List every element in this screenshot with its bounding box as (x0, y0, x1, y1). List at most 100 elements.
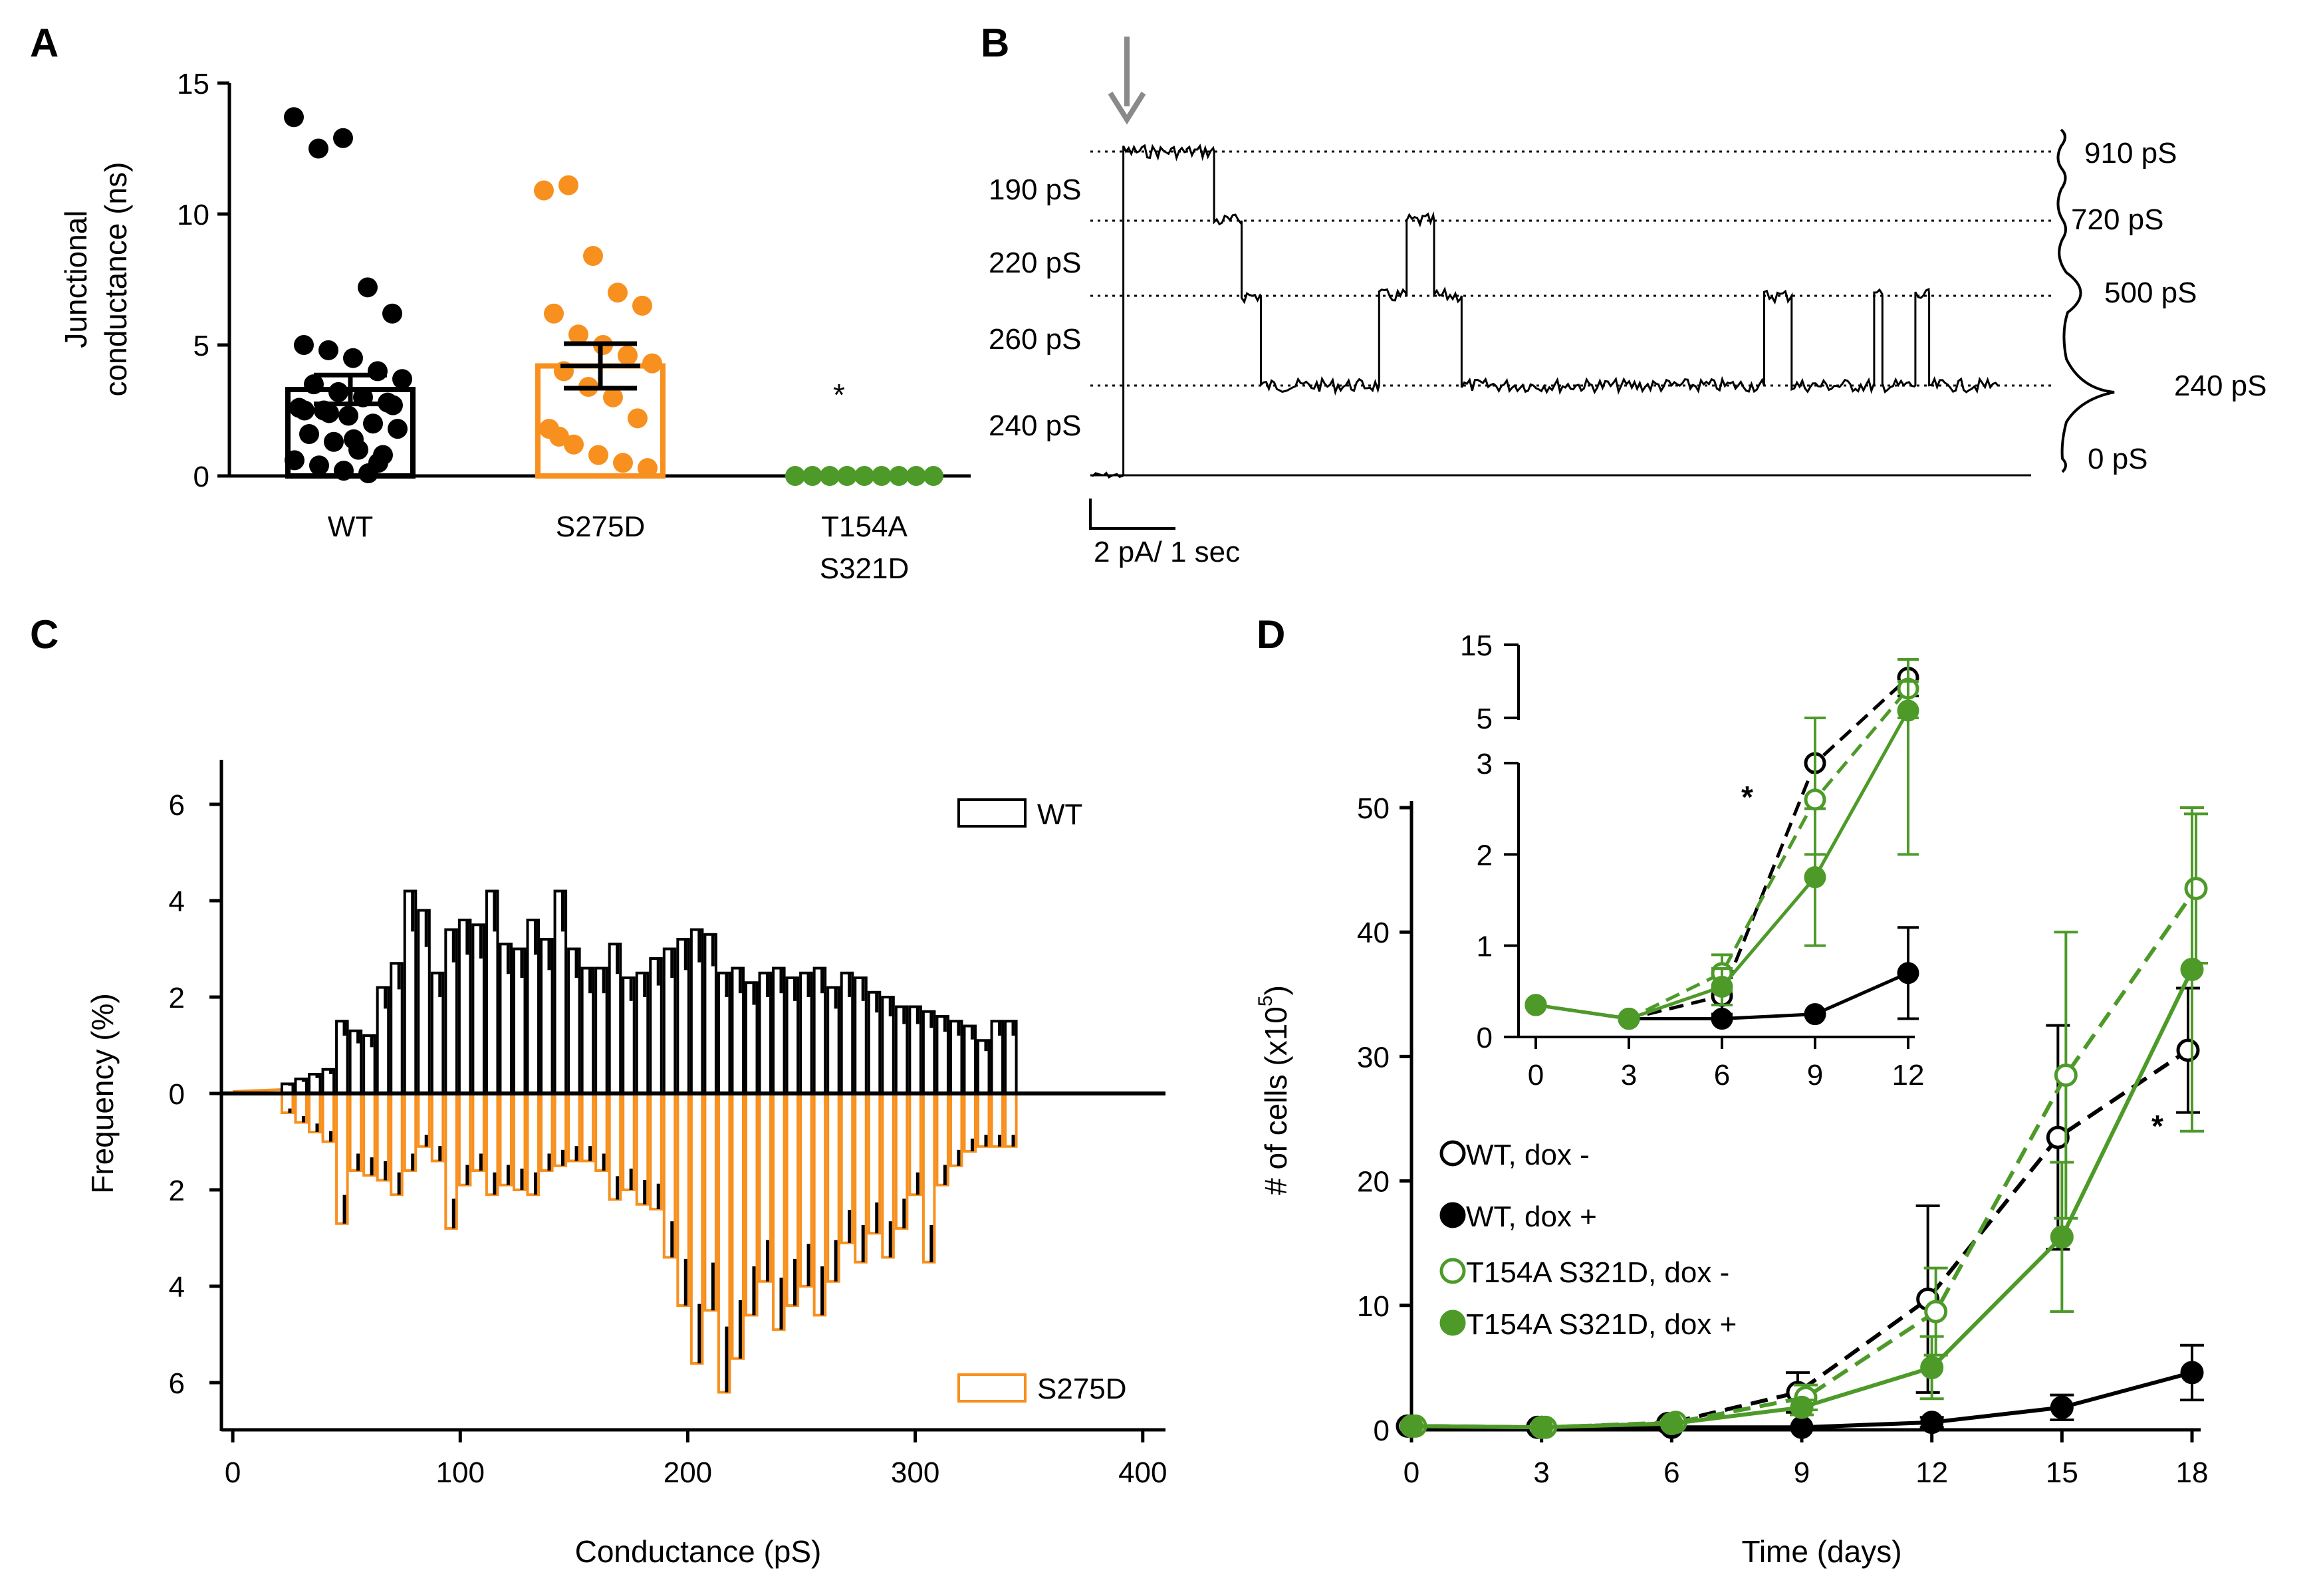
panel-b-step-label-4: 240 pS (989, 409, 1081, 442)
inset-y-tick-label: 1 (1477, 931, 1493, 963)
legend-marker-mut-dox-minus (1439, 1258, 1466, 1284)
panel-a-data-point (319, 403, 339, 423)
panel-a-data-point (603, 387, 623, 407)
panel-c-y-tick-label: 4 (169, 1271, 185, 1304)
panel-a-data-point (638, 458, 658, 479)
panel-a-data-point (299, 423, 319, 444)
panel-a-data-point (906, 466, 926, 486)
inset-data-point (1804, 788, 1826, 811)
panel-a-data-point (608, 283, 628, 303)
panel-a-data-point (338, 405, 358, 426)
inset-y-tick-label: 2 (1477, 839, 1493, 871)
panel-a-data-point (343, 348, 363, 368)
panel-a-data-point (613, 453, 633, 473)
panel-a-x-tick-s275d: S275D (556, 511, 646, 543)
panel-b-step-label-2: 220 pS (989, 247, 1081, 279)
panel-d-x-tick-label: 12 (1915, 1456, 1948, 1489)
inset-x-tick-label: 12 (1892, 1059, 1925, 1091)
panel-c-legend-wt-label: WT (1037, 798, 1082, 831)
panel-a-y-label-line1: Junctional (59, 210, 93, 348)
panel-a-y-tick-label: 5 (193, 330, 209, 362)
panel-b-level-910: 910 pS (2084, 137, 2177, 170)
panel-c-tail (233, 1088, 283, 1093)
panel-a-data-point (618, 345, 638, 366)
inset-y-tick-label: 0 (1477, 1022, 1493, 1054)
panel-a-significance-star: * (833, 378, 845, 412)
panel-a-data-point (549, 426, 569, 447)
legend-marker-wt-dox-minus (1439, 1140, 1466, 1167)
panel-d-data-point (2180, 1361, 2204, 1385)
panel-c-y-tick-label: 2 (169, 982, 185, 1014)
panel-a-y-label-line2: conductance (ns) (98, 162, 133, 397)
panel-a-data-point (588, 445, 608, 465)
panel-b-trace-line (1090, 144, 1999, 479)
panel-d-data-point (1920, 1355, 1944, 1379)
svg-text:# of cells (x105): # of cells (x105) (1255, 985, 1293, 1195)
panel-d-y-tick-label: 0 (1374, 1415, 1390, 1447)
panel-a-x-tick-wt: WT (328, 511, 373, 543)
panel-d-data-point (2050, 1225, 2074, 1249)
inset-series-line (1535, 687, 1909, 1021)
panel-a-data-point (309, 455, 329, 476)
panel-d-x-label: Time (days) (1741, 1534, 1901, 1569)
panel-a-data-point (308, 138, 328, 159)
panel-c-y-tick-label: 6 (169, 1367, 185, 1400)
panel-d-y-tick-label: 20 (1357, 1166, 1390, 1198)
panel-label-c: C (30, 612, 59, 657)
inset-x-tick-label: 9 (1807, 1059, 1823, 1091)
panel-b-arrow (1108, 37, 1146, 125)
panel-d-data-point (1400, 1414, 1423, 1438)
panel-a-data-point (284, 107, 304, 128)
panel-d-data-point (2046, 1125, 2070, 1149)
panel-a-data-point (854, 466, 874, 486)
panel-b-current-trace: 190 pS 220 pS 260 pS 240 pS 910 pS 720 p… (989, 37, 2266, 568)
panel-b-amplitude-histogram (2056, 128, 2115, 473)
panel-a-data-point (820, 466, 840, 486)
panel-b-scale-bar (1089, 499, 1175, 530)
inset-upper-y-tick-label: 5 (1477, 703, 1493, 735)
panel-c-x-label: Conductance (pS) (575, 1534, 822, 1569)
panel-d-x-tick-label: 0 (1404, 1456, 1419, 1489)
inset-data-point (1897, 962, 1919, 984)
panel-d-significance-star: * (2151, 1109, 2163, 1143)
panel-a-data-point (333, 128, 353, 148)
panel-b-scale-label: 2 pA/ 1 sec (1094, 536, 1240, 568)
panel-a-data-point (785, 466, 805, 486)
panel-c-y-tick-label: 2 (169, 1175, 185, 1207)
panel-a-data-point (392, 369, 412, 390)
panel-label-d: D (1257, 612, 1285, 657)
panel-a-data-point (889, 466, 909, 486)
panel-d-data-point (2184, 877, 2208, 901)
panel-a-y-tick-label: 10 (177, 199, 209, 231)
panel-d-data-point (2054, 1063, 2078, 1087)
panel-c-y-tick-label: 0 (169, 1078, 185, 1111)
panel-a-data-point (642, 353, 662, 374)
inset-x-tick-label: 3 (1621, 1059, 1637, 1091)
panel-a-data-point (628, 408, 648, 429)
panel-c-histogram: 6 4 2 0 2 4 6 0 100 200 300 400 Conductance (pS) F… (85, 760, 1167, 1569)
inset-y-tick-label: 3 (1477, 748, 1493, 780)
panel-d-data-point (1659, 1412, 1683, 1436)
panel-d-legend: WT, dox - WT, dox + T154A S321D, dox - T… (1439, 1139, 1737, 1341)
panel-d-x-tick-label: 9 (1794, 1456, 1810, 1489)
panel-b-level-240: 240 pS (2174, 370, 2266, 402)
panel-d-x-tick-label: 18 (2176, 1456, 2209, 1489)
panel-a-data-point (318, 340, 338, 360)
panel-d-y-label: # of cells (x105) (1255, 985, 1293, 1195)
panel-a-data-point (558, 175, 578, 195)
panel-a-data-point (544, 303, 564, 324)
panel-a-data-point (324, 431, 344, 452)
panel-a-y-tick-label: 0 (193, 461, 209, 493)
legend-marker-mut-dox-plus (1439, 1310, 1466, 1336)
panel-c-legend-s275d-label: S275D (1037, 1373, 1127, 1405)
panel-a-data-point (923, 466, 943, 486)
panel-d-y-tick-label: 50 (1357, 792, 1390, 825)
panel-a-data-point (872, 466, 892, 486)
panel-d-y-tick-label: 40 (1357, 917, 1390, 949)
panel-d-y-label-sup: 5 (1255, 995, 1277, 1006)
panel-d-data-point (1790, 1415, 1814, 1439)
legend-label-wt-dox-plus: WT, dox + (1466, 1200, 1597, 1233)
panel-label-b: B (981, 21, 1009, 65)
